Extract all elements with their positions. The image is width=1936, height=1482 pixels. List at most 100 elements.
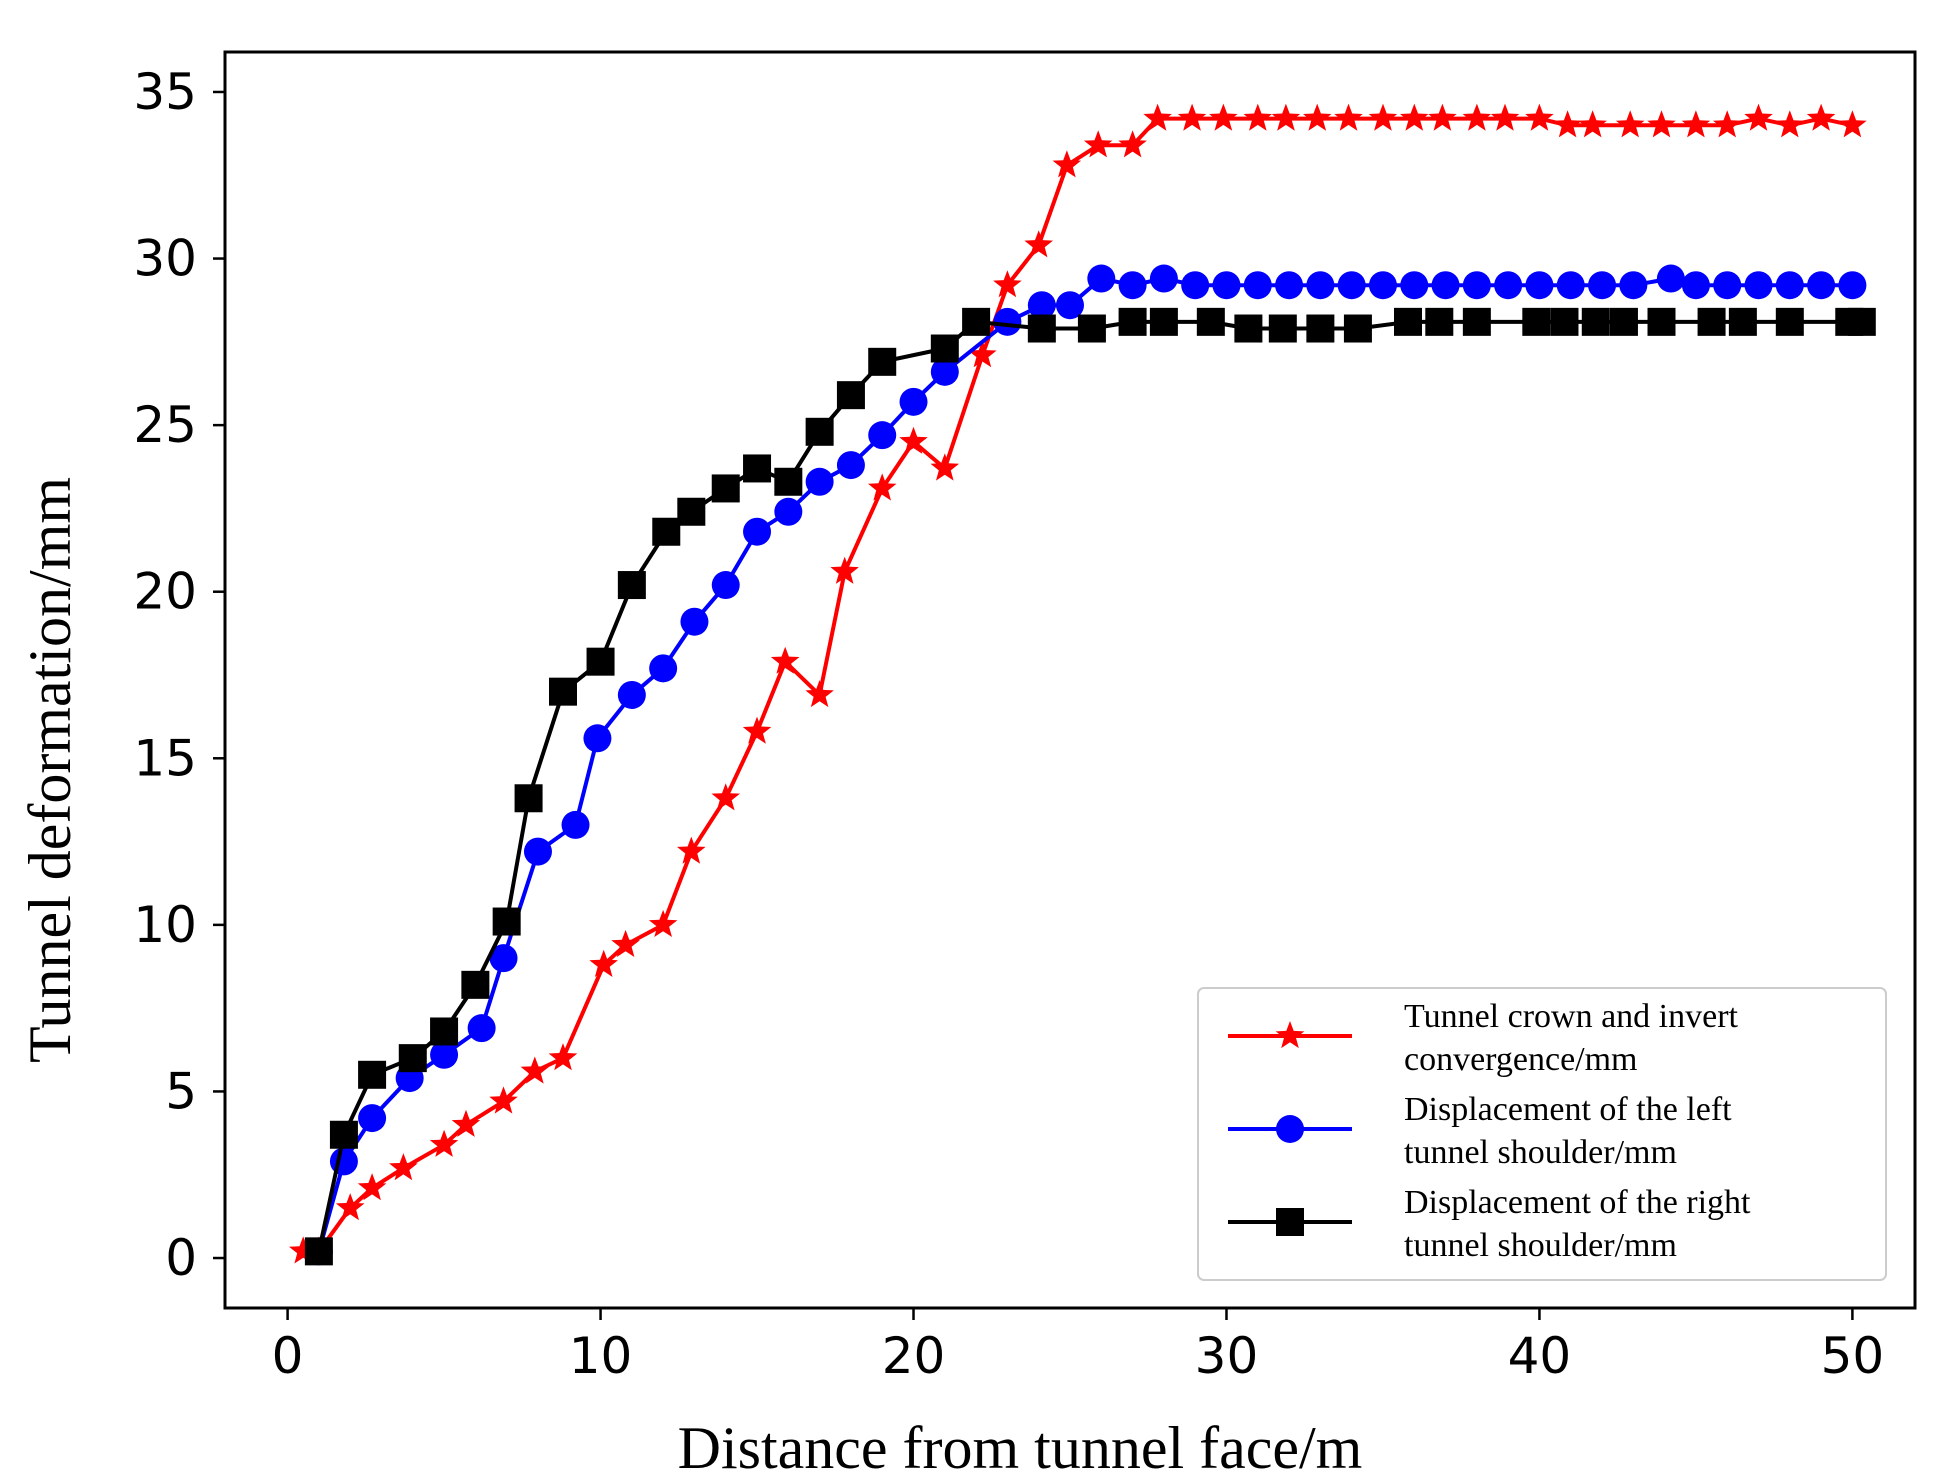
data-point-left	[1494, 271, 1523, 300]
data-point-right	[329, 1120, 358, 1149]
data-point-right	[1077, 314, 1106, 343]
data-point-right	[461, 970, 490, 999]
data-point-crown	[1462, 103, 1492, 131]
legend-entry-right: Displacement of the right tunnel shoulder…	[1228, 1184, 1751, 1264]
series-layer	[289, 103, 1876, 1266]
data-point-left	[711, 571, 740, 600]
data-point-right	[1847, 307, 1876, 336]
data-point-right	[711, 474, 740, 503]
data-point-right	[1394, 307, 1422, 336]
legend-entry-crown: Tunnel crown and invert convergence/mm	[1228, 998, 1739, 1078]
data-point-left	[1713, 271, 1742, 300]
data-point-crown	[711, 783, 740, 811]
data-point-crown	[805, 680, 834, 708]
data-point-left	[1337, 271, 1366, 300]
y-tick-label: 25	[133, 396, 197, 454]
data-point-right	[1697, 307, 1726, 336]
legend-box	[1197, 987, 1887, 1281]
legend-swatch-marker	[1276, 1208, 1304, 1236]
legend-label: Displacement of the left	[1404, 1091, 1732, 1128]
data-point-left	[1525, 271, 1554, 300]
data-point-left	[1656, 264, 1685, 293]
legend-label: tunnel shoulder/mm	[1404, 1227, 1677, 1264]
data-point-crown	[1400, 103, 1429, 131]
data-point-right	[1118, 307, 1147, 336]
data-point-left	[358, 1104, 387, 1133]
data-point-crown	[1578, 110, 1607, 138]
x-axis-title: Distance from tunnel face/m	[678, 1415, 1363, 1481]
data-point-left	[583, 724, 612, 753]
data-point-right	[1234, 314, 1263, 343]
data-point-left	[1744, 271, 1773, 300]
data-point-crown	[1118, 130, 1147, 158]
data-point-left	[489, 944, 518, 973]
y-tick-label: 10	[133, 896, 197, 954]
data-point-right	[1268, 314, 1297, 343]
x-tick-label: 30	[1195, 1327, 1259, 1385]
y-tick-label: 0	[165, 1229, 197, 1287]
data-point-crown	[1553, 110, 1582, 138]
y-tick-label: 20	[133, 563, 197, 621]
data-point-right	[1728, 307, 1757, 336]
data-point-left	[649, 654, 678, 683]
data-point-left	[805, 467, 834, 496]
data-point-crown	[1243, 103, 1272, 131]
data-point-left	[1838, 271, 1867, 300]
y-tick-label: 30	[133, 230, 197, 288]
data-point-crown	[1647, 110, 1676, 138]
data-point-crown	[451, 1109, 481, 1137]
data-point-left	[1400, 271, 1429, 300]
data-point-right	[962, 307, 991, 336]
data-point-crown	[1490, 103, 1520, 131]
series-crown	[289, 103, 1867, 1264]
data-point-right	[868, 347, 897, 376]
axis-ticks: 0 10 20 30 40 50 0 5 10 15 20 25 30 35	[133, 63, 1884, 1385]
data-point-crown	[1428, 103, 1457, 131]
data-point-left	[993, 307, 1022, 336]
data-point-crown	[1024, 230, 1053, 258]
data-point-right	[1343, 314, 1372, 343]
data-point-crown	[1713, 110, 1742, 138]
data-point-right	[1647, 307, 1676, 336]
data-point-crown	[968, 340, 997, 368]
legend-swatch-marker	[1276, 1115, 1304, 1143]
data-point-right	[1550, 307, 1579, 336]
legend-label: tunnel shoulder/mm	[1404, 1134, 1677, 1171]
legend: Tunnel crown and invert convergence/mm Dis…	[1197, 987, 1887, 1281]
data-point-right	[358, 1060, 387, 1089]
data-point-crown	[520, 1056, 550, 1084]
data-point-left	[1181, 271, 1210, 300]
data-point-right	[1609, 307, 1638, 336]
x-tick-label: 0	[272, 1327, 304, 1385]
data-point-left	[617, 680, 646, 709]
legend-label: Tunnel crown and invert	[1404, 998, 1739, 1035]
data-point-crown	[429, 1129, 459, 1157]
data-point-crown	[830, 556, 859, 584]
data-point-crown	[930, 453, 960, 481]
data-point-right	[743, 454, 772, 483]
data-point-left	[1275, 271, 1304, 300]
data-point-right	[304, 1237, 333, 1266]
data-point-right	[1425, 307, 1454, 336]
data-point-right	[1149, 307, 1178, 336]
data-point-left	[836, 451, 865, 480]
data-point-right	[1775, 307, 1804, 336]
data-point-crown	[770, 646, 800, 674]
data-point-right	[514, 784, 543, 813]
data-point-crown	[1615, 110, 1645, 138]
data-point-crown	[1681, 110, 1711, 138]
data-point-left	[1681, 271, 1710, 300]
data-point-left	[467, 1014, 496, 1043]
data-point-crown	[589, 949, 618, 977]
data-point-crown	[1083, 130, 1113, 158]
data-point-left	[899, 387, 928, 416]
data-point-crown	[1838, 110, 1867, 138]
data-point-left	[680, 607, 709, 636]
data-point-crown	[1368, 103, 1398, 131]
x-tick-label: 20	[882, 1327, 946, 1385]
data-point-crown	[335, 1193, 365, 1221]
data-point-right	[586, 647, 615, 676]
data-point-left	[1087, 264, 1116, 293]
data-point-crown	[1525, 103, 1554, 131]
